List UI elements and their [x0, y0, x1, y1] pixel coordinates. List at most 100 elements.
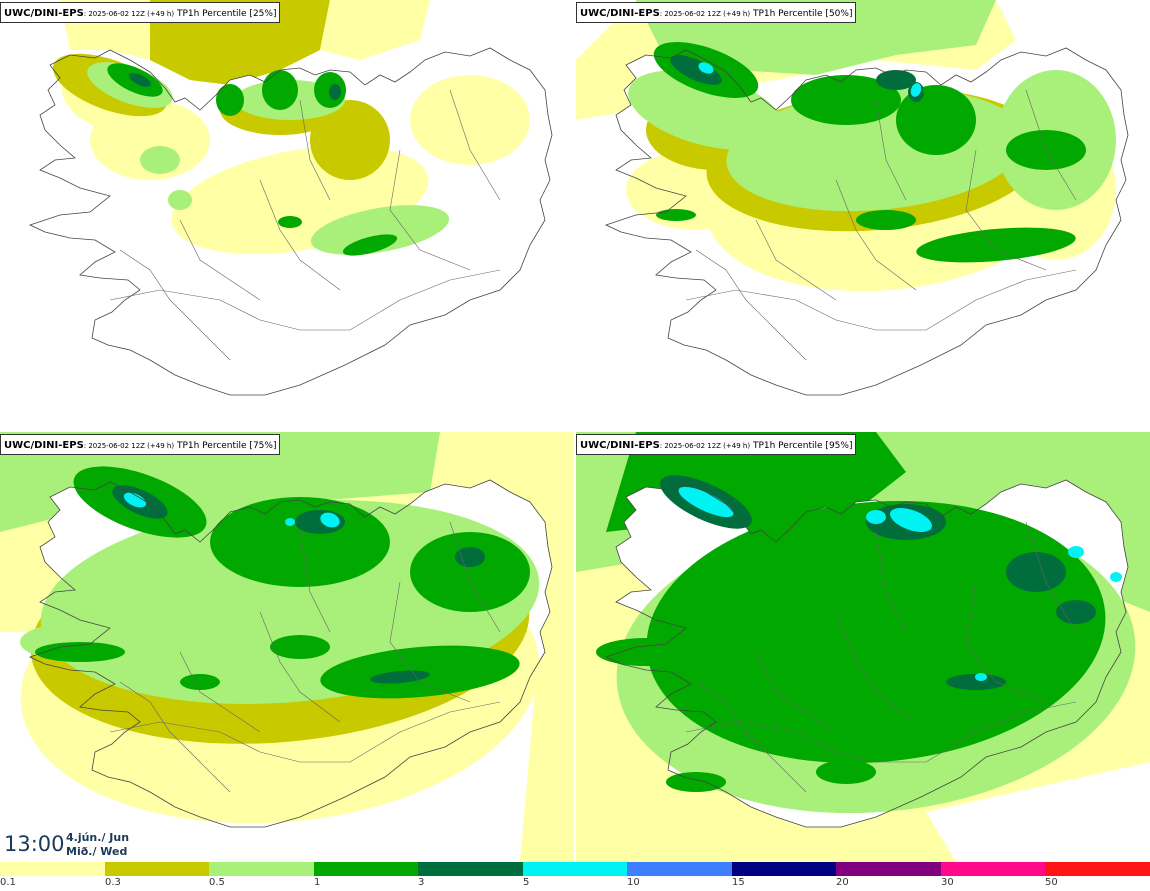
- region-boundary: [299, 99, 331, 201]
- region-boundary: [1025, 521, 1077, 633]
- region-boundary: [835, 179, 917, 291]
- field-name: TP1h Percentile [25%]: [174, 9, 277, 19]
- legend-label: 0.1: [0, 877, 16, 888]
- region-boundary: [449, 89, 501, 201]
- region-boundary: [685, 269, 1077, 331]
- region-boundary: [389, 581, 471, 703]
- precip-cell: [656, 209, 696, 221]
- legend-swatch: [940, 862, 1046, 876]
- legend-label: 30: [941, 877, 954, 888]
- precip-cell: [220, 790, 300, 814]
- legend-label: 50: [1045, 877, 1058, 888]
- legend-swatch: [418, 862, 523, 876]
- precip-cell: [216, 84, 244, 116]
- legend-label: 10: [627, 877, 640, 888]
- precip-cell: [946, 674, 1006, 690]
- precip-cell: [896, 85, 976, 155]
- precip-cell: [791, 75, 901, 125]
- region-boundary: [695, 681, 807, 793]
- model-name: UWC/DINI-EPS: [580, 8, 660, 19]
- field-name: TP1h Percentile [95%]: [750, 441, 853, 451]
- precip-cell: [916, 227, 1076, 263]
- legend-swatch: [1045, 862, 1150, 876]
- legend-swatch: [627, 862, 732, 876]
- precip-cell: [1006, 552, 1066, 592]
- legend-swatch: [522, 862, 628, 876]
- map-panel-p75: UWC/DINI-EPS: 2025-06-02 12Z (+49 h) TP1…: [0, 432, 574, 862]
- region-boundary: [685, 701, 1077, 763]
- precip-cell: [678, 486, 734, 518]
- legend-swatch: [313, 862, 419, 876]
- map-panel-p95: UWC/DINI-EPS: 2025-06-02 12Z (+49 h) TP1…: [576, 432, 1150, 862]
- region-boundary: [695, 249, 807, 361]
- region-boundary: [119, 681, 231, 793]
- precip-cell: [342, 234, 398, 256]
- precip-cell: [180, 674, 220, 690]
- region-boundary: [299, 531, 331, 633]
- precip-cell: [646, 500, 1106, 764]
- precip-cell: [866, 510, 886, 524]
- coastline: [28, 479, 553, 828]
- region-boundary: [119, 249, 231, 361]
- field-name: TP1h Percentile [75%]: [174, 441, 277, 451]
- region-boundary: [389, 149, 471, 271]
- region-boundary: [875, 99, 907, 201]
- precip-cell: [262, 70, 298, 110]
- legend-swatch: [731, 862, 837, 876]
- region-boundary: [875, 531, 907, 633]
- region-boundary: [449, 521, 501, 633]
- region-boundary: [755, 651, 837, 733]
- run-info: : 2025-06-02 12Z (+49 h): [83, 442, 175, 450]
- precip-cell: [666, 772, 726, 792]
- precip-cell: [320, 512, 340, 528]
- run-info: : 2025-06-02 12Z (+49 h): [659, 10, 751, 18]
- legend-swatch: [104, 862, 210, 876]
- color-legend-bar: [0, 862, 1150, 876]
- precip-cell: [455, 547, 485, 567]
- panel-title-p95: UWC/DINI-EPS: 2025-06-02 12Z (+49 h) TP1…: [576, 434, 857, 455]
- legend-label: 0.3: [105, 877, 121, 888]
- precip-cell: [410, 75, 530, 165]
- region-boundary: [179, 651, 261, 733]
- precip-map-p50: [576, 0, 1129, 396]
- map-panel-p50: UWC/DINI-EPS: 2025-06-02 12Z (+49 h) TP1…: [576, 0, 1150, 430]
- legend-label: 15: [732, 877, 745, 888]
- color-legend-labels: 0.1 0.3 0.5 1 3 5 10 15 20 30 50: [0, 877, 1150, 891]
- precip-cell: [890, 507, 932, 533]
- model-name: UWC/DINI-EPS: [580, 440, 660, 451]
- valid-time-box: 13:00 4.jún./ Jun Mið./ Wed: [0, 826, 130, 862]
- run-info: : 2025-06-02 12Z (+49 h): [83, 10, 175, 18]
- precip-cell: [975, 673, 987, 681]
- coastline: [604, 47, 1129, 396]
- region-boundary: [179, 219, 261, 301]
- precip-area-light: [520, 622, 574, 862]
- legend-label: 0.5: [209, 877, 225, 888]
- precip-cell: [410, 532, 530, 612]
- precip-cell: [128, 73, 152, 87]
- region-boundary: [835, 611, 917, 723]
- legend-label: 1: [314, 877, 321, 888]
- precip-cell: [168, 190, 192, 210]
- model-name: UWC/DINI-EPS: [4, 8, 84, 19]
- region-boundary: [965, 581, 1047, 703]
- precip-cell: [816, 760, 876, 784]
- region-boundary: [1025, 89, 1077, 201]
- precip-area-light: [320, 0, 430, 60]
- region-boundary: [109, 269, 501, 331]
- precip-cell: [35, 642, 125, 662]
- precip-cell: [123, 492, 147, 508]
- valid-weekday: Mið./ Wed: [66, 845, 128, 858]
- precip-cell: [140, 146, 180, 174]
- valid-date: 4.jún./ Jun: [66, 831, 130, 844]
- region-boundary: [259, 611, 341, 723]
- legend-swatch: [836, 862, 941, 876]
- precip-cell: [698, 62, 714, 74]
- model-name: UWC/DINI-EPS: [4, 440, 84, 451]
- panel-title-p75: UWC/DINI-EPS: 2025-06-02 12Z (+49 h) TP1…: [0, 434, 281, 455]
- coastline: [28, 47, 553, 396]
- field-name: TP1h Percentile [50%]: [750, 9, 853, 19]
- precip-cell: [285, 518, 295, 526]
- legend-label: 5: [523, 877, 530, 888]
- region-boundary: [109, 701, 501, 763]
- region-boundary: [259, 179, 341, 291]
